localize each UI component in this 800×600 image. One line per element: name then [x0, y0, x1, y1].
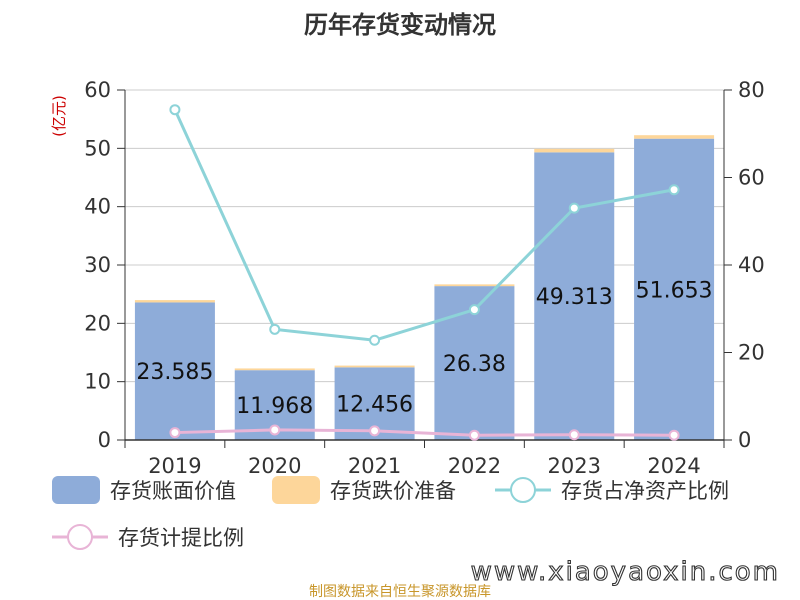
bar-value-label: 23.585 [136, 360, 213, 385]
bar-value-label: 49.313 [536, 285, 613, 310]
legend-swatch-0 [52, 476, 100, 504]
line-series-1 [174, 428, 675, 437]
line-point [169, 104, 181, 116]
x-tick-label: 2024 [647, 454, 700, 478]
line-point [468, 429, 480, 441]
right-tick-label: 0 [738, 428, 751, 452]
x-tick-label: 2020 [248, 454, 301, 478]
left-tick-label: 60 [84, 78, 111, 102]
data-labels: 23.585 11.968 12.456 26.38 49.313 51.653 [136, 278, 712, 419]
line-point [169, 427, 181, 439]
left-tick-label: 20 [84, 311, 111, 335]
bar-value-label: 26.38 [443, 352, 506, 377]
left-tick-label: 10 [84, 370, 111, 394]
bar-impairment-2022 [434, 284, 515, 287]
line-point [568, 202, 580, 214]
left-tick-label: 30 [84, 253, 111, 277]
right-tick-label: 80 [738, 78, 765, 102]
left-tick-label: 40 [84, 195, 111, 219]
line-point [269, 424, 281, 436]
left-tick-label: 0 [98, 428, 111, 452]
chart-title: 历年存货变动情况 [304, 11, 496, 39]
legend-label-0: 存货账面价值 [110, 479, 236, 503]
bar-book-value-2023 [534, 152, 615, 441]
legend-marker-3 [67, 524, 93, 550]
bar-value-label: 12.456 [336, 393, 413, 418]
gridlines [125, 89, 724, 383]
right-tick-label: 60 [738, 166, 765, 190]
legend-label-3: 存货计提比例 [118, 526, 244, 550]
line-point [568, 429, 580, 441]
left-tick-label: 50 [84, 136, 111, 160]
legend-swatch-1 [272, 476, 320, 504]
line-point [269, 323, 281, 335]
bar-impairment-2020 [234, 368, 315, 371]
line-point [369, 334, 381, 346]
watermark: www.xiaoyaoxin.com [471, 557, 780, 587]
bars [134, 135, 715, 441]
legend-label-2: 存货占净资产比例 [561, 479, 729, 503]
bar-impairment-2024 [634, 135, 715, 139]
line-point [668, 429, 680, 441]
right-tick-label: 40 [738, 253, 765, 277]
x-tick-label: 2021 [348, 454, 401, 478]
left-axis-unit: (亿元) [50, 95, 68, 137]
x-tick-label: 2023 [548, 454, 601, 478]
bar-impairment-2023 [534, 148, 615, 153]
line-point [369, 425, 381, 437]
bar-value-label: 11.968 [236, 394, 313, 419]
line-series-0 [173, 109, 675, 342]
lines [169, 104, 680, 441]
bar-value-label: 51.653 [636, 278, 713, 303]
legend-marker-2 [510, 477, 536, 503]
line-point [468, 304, 480, 316]
bar-impairment-2019 [134, 300, 215, 303]
legend-label-1: 存货跌价准备 [330, 479, 456, 503]
source-note: 制图数据来自恒生聚源数据库 [309, 584, 491, 600]
right-tick-label: 20 [738, 341, 765, 365]
axes: 0 10 20 30 40 50 60 0 20 40 60 80 2019 2020 2021 2022 20… [84, 78, 764, 478]
bar-impairment-2021 [334, 365, 415, 368]
line-point [668, 184, 680, 196]
x-tick-label: 2022 [448, 454, 501, 478]
x-tick-label: 2019 [148, 454, 201, 478]
bar-book-value-2019 [134, 302, 215, 440]
